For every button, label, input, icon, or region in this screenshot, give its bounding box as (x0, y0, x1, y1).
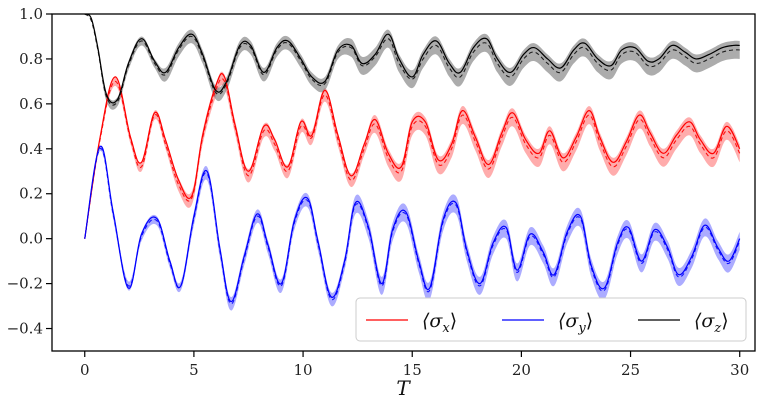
series-lines (84, 14, 741, 305)
band-series-3 (84, 14, 740, 110)
plot-frame (51, 13, 756, 352)
line-series-2 (84, 145, 741, 303)
legend: ⟨σx⟩ ⟨σy⟩ ⟨σz⟩ (355, 297, 747, 342)
x-tick-label: 30 (730, 361, 749, 379)
x-tick-label: 5 (189, 361, 199, 379)
mean-line-series-1 (84, 77, 741, 239)
x-tick-label: 20 (512, 361, 531, 379)
line-series-3 (84, 14, 740, 104)
y-tick-label: 0.6 (19, 95, 43, 113)
legend-label: ⟨σx⟩ (422, 310, 457, 336)
legend-item-z: ⟨σz⟩ (638, 310, 729, 336)
y-tick-label: −0.4 (7, 320, 43, 338)
x-axis-label: T (396, 376, 411, 400)
x-axis-ticks: 0 5 10 15 20 25 30 (80, 351, 749, 379)
y-tick-label: 0.8 (19, 50, 43, 68)
y-tick-label: 0.2 (19, 185, 43, 203)
x-tick-label: 0 (80, 361, 90, 379)
legend-label: ⟨σy⟩ (558, 310, 593, 336)
legend-item-x: ⟨σx⟩ (366, 310, 457, 336)
legend-label: ⟨σz⟩ (694, 310, 729, 336)
y-tick-label: 1.0 (19, 5, 43, 23)
y-axis-ticks: −0.4 −0.2 0.0 0.2 0.4 0.6 0.8 1.0 (7, 5, 52, 338)
uncertainty-bands (84, 14, 740, 311)
y-tick-label: 0.0 (19, 230, 43, 248)
band-series-2 (84, 146, 740, 311)
x-tick-label: 25 (621, 361, 640, 379)
y-tick-label: −0.2 (7, 275, 43, 293)
line-series-1 (84, 73, 741, 239)
x-tick-label: 10 (294, 361, 313, 379)
legend-box (355, 297, 747, 342)
mean-line-series-3 (84, 14, 740, 106)
y-tick-label: 0.4 (19, 140, 43, 158)
x-tick-label: 15 (403, 361, 422, 379)
legend-item-y: ⟨σy⟩ (502, 310, 593, 336)
band-series-1 (84, 71, 740, 239)
